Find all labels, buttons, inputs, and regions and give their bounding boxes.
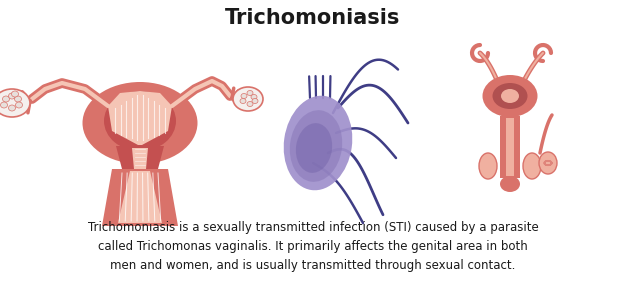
Ellipse shape [9,105,16,111]
Ellipse shape [233,87,263,111]
Ellipse shape [247,91,253,95]
Ellipse shape [241,94,247,99]
Ellipse shape [479,153,497,179]
Polygon shape [116,146,164,169]
Text: Trichomoniasis is a sexually transmitted infection (STI) caused by a parasite
ca: Trichomoniasis is a sexually transmitted… [88,221,538,272]
Ellipse shape [247,102,253,106]
Ellipse shape [284,96,352,190]
Ellipse shape [83,82,197,164]
Ellipse shape [240,99,246,103]
Polygon shape [118,171,162,223]
Ellipse shape [483,75,538,117]
Ellipse shape [9,93,16,99]
Ellipse shape [539,152,557,174]
Ellipse shape [16,102,23,108]
Polygon shape [506,118,514,176]
Polygon shape [108,91,140,145]
Ellipse shape [290,110,342,182]
Ellipse shape [0,89,30,117]
Polygon shape [102,169,178,226]
Ellipse shape [493,83,528,109]
Ellipse shape [252,99,258,103]
Polygon shape [500,116,520,178]
Text: Trichomoniasis: Trichomoniasis [225,8,401,28]
Ellipse shape [296,123,332,173]
Ellipse shape [3,96,9,102]
Ellipse shape [1,102,8,108]
Ellipse shape [501,89,519,103]
Ellipse shape [104,91,176,151]
Ellipse shape [14,96,21,102]
Ellipse shape [11,91,19,97]
Polygon shape [132,148,148,169]
Ellipse shape [523,153,541,179]
Polygon shape [140,91,172,145]
Ellipse shape [251,95,257,99]
Ellipse shape [500,176,520,192]
